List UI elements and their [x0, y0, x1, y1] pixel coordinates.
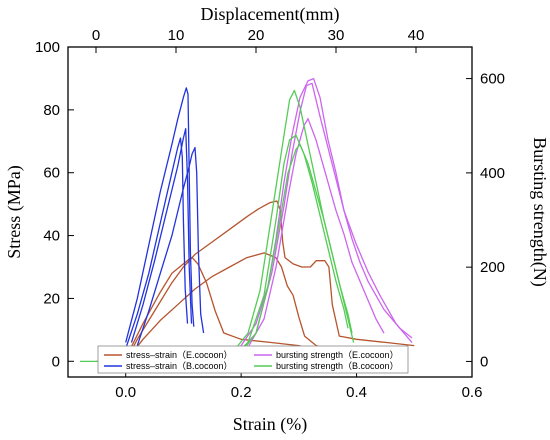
legend-box — [97, 345, 409, 374]
top-axis-title: Displacement(mm) — [201, 4, 340, 25]
bottom-axis-title: Strain (%) — [233, 414, 307, 435]
series-line-9 — [191, 118, 385, 363]
left-tick-label: 100 — [35, 39, 60, 56]
plot-frame — [67, 46, 473, 378]
right-tick-label: 600 — [480, 71, 505, 88]
series-line-1 — [125, 252, 346, 362]
left-tick-label: 60 — [43, 165, 60, 182]
legend-label: stress–strain（E.cocoon） — [126, 350, 233, 360]
left-tick-label: 40 — [43, 228, 60, 245]
legend: stress–strain（E.cocoon） bursting strength… — [97, 345, 409, 374]
series-line-4 — [125, 137, 189, 349]
series-line-6 — [130, 128, 193, 343]
top-tick-label: 30 — [328, 27, 345, 44]
legend-label: bursting strength（B.cocoon） — [276, 361, 399, 371]
bottom-tick-label: 0.4 — [346, 384, 367, 401]
legend-label: stress–strain（B.cocoon） — [126, 361, 233, 371]
top-tick-label: 20 — [248, 27, 265, 44]
series-line-5 — [136, 146, 205, 346]
bottom-tick-label: 0.0 — [115, 384, 136, 401]
left-tick-label: 80 — [43, 102, 60, 119]
series-line-8 — [191, 82, 413, 363]
right-tick-label: 0 — [480, 353, 488, 370]
top-tick-label: 40 — [408, 27, 425, 44]
tick-layer: 0.0 0.2 0.4 0.60 10 20 30 400204060801000200400… — [35, 27, 505, 401]
left-tick-label: 20 — [43, 290, 60, 307]
left-axis-title: Stress (MPa) — [4, 165, 25, 259]
series-layer — [80, 77, 415, 363]
series-line-7 — [96, 77, 413, 363]
series-line-11 — [207, 134, 349, 363]
series-line-12 — [215, 143, 353, 363]
series-line-2 — [125, 256, 311, 359]
top-tick-label: 0 — [92, 27, 100, 44]
top-tick-label: 10 — [168, 27, 185, 44]
right-tick-label: 200 — [480, 259, 505, 276]
legend-label: bursting strength（E.cocoon） — [276, 350, 399, 360]
bottom-tick-label: 0.2 — [231, 384, 252, 401]
left-tick-label: 0 — [52, 353, 60, 370]
right-tick-label: 400 — [480, 165, 505, 182]
right-axis-title: Bursting strength(N) — [529, 137, 550, 286]
bottom-tick-label: 0.6 — [462, 384, 483, 401]
series-line-3 — [125, 87, 195, 343]
